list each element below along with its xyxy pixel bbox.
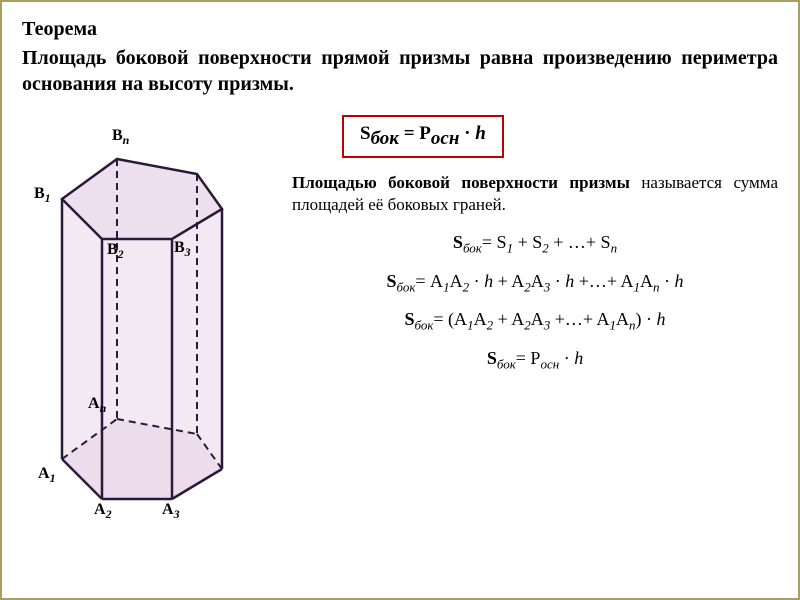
label-B2: B2 bbox=[107, 241, 124, 262]
theorem-text: Площадь боковой поверхности прямой призм… bbox=[22, 45, 778, 97]
formula-factored: Sбок= (A1A2 + A2A3 +…+ A1An) · h bbox=[292, 309, 778, 334]
label-Bn: Bn bbox=[112, 127, 129, 148]
theorem-title: Теорема bbox=[22, 18, 778, 41]
formula-sum-faces: Sбок= S1 + S2 + …+ Sn bbox=[292, 232, 778, 257]
label-A2: A2 bbox=[94, 501, 112, 522]
label-A1: A1 bbox=[38, 465, 56, 486]
formula-final: Sбок= Pосн · h bbox=[292, 348, 778, 373]
label-B1: B1 bbox=[34, 185, 51, 206]
label-B3: B3 bbox=[174, 239, 191, 260]
definition-text: Площадью боковой поверхности призмы назы… bbox=[292, 172, 778, 216]
main-formula-box: Sбок = Pосн · h bbox=[342, 115, 504, 158]
label-A3: A3 bbox=[162, 501, 180, 522]
formula-expanded: Sбок= A1A2 · h + A2A3 · h +…+ A1An · h bbox=[292, 271, 778, 296]
prism-figure: Bn B1 B2 B3 An A1 A2 A3 bbox=[22, 109, 282, 529]
label-An: An bbox=[88, 395, 106, 416]
